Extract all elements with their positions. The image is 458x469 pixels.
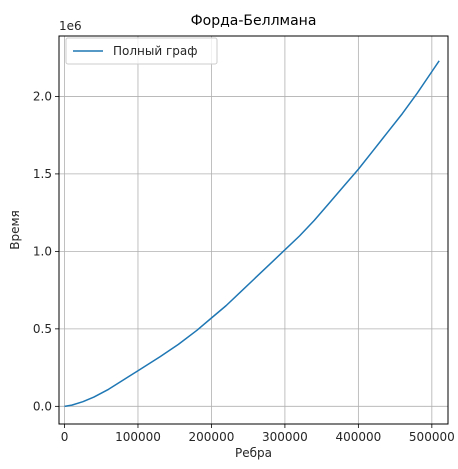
y-tick-label: 0.5 — [33, 322, 52, 336]
y-axis-offset-label: 1e6 — [59, 19, 82, 33]
x-tick-label: 500000 — [409, 430, 455, 444]
x-tick-label: 0 — [61, 430, 69, 444]
y-tick-label: 2.0 — [33, 89, 52, 103]
y-axis-ticks: 0.0 0.5 1.0 1.5 2.0 — [33, 89, 59, 413]
x-axis-label: Ребра — [235, 446, 272, 460]
x-tick-label: 300000 — [262, 430, 308, 444]
x-tick-label: 200000 — [189, 430, 235, 444]
grid-lines — [59, 36, 448, 424]
x-axis-ticks: 0 100000 200000 300000 400000 500000 — [61, 424, 455, 444]
legend-entry-label: Полный граф — [113, 44, 198, 58]
plot-frame — [58, 35, 449, 425]
x-tick-label: 100000 — [115, 430, 161, 444]
chart-title: Форда-Беллмана — [191, 13, 317, 29]
y-tick-label: 0.0 — [33, 399, 52, 413]
series-line-polnyi-graf — [64, 60, 440, 408]
legend-box — [65, 37, 218, 65]
x-tick-label: 400000 — [335, 430, 381, 444]
series-layer — [64, 60, 440, 408]
legend: Полный граф — [65, 37, 218, 65]
y-tick-label: 1.0 — [33, 244, 52, 258]
y-tick-label: 1.5 — [33, 167, 52, 181]
y-axis-label: Время — [8, 210, 22, 250]
